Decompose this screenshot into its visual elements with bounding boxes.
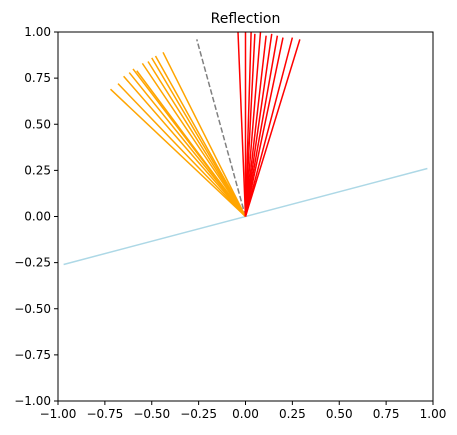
series-2-segment-9	[154, 55, 247, 217]
y-tick-label: −0.50	[14, 302, 51, 316]
y-tick-label: −0.75	[14, 348, 51, 362]
series-2-segment-0	[109, 88, 247, 218]
x-tick-label: 0.75	[373, 407, 400, 421]
y-tick-label: 0.50	[24, 117, 51, 131]
series-2-segment-1	[117, 83, 247, 218]
x-tick-label: 1.00	[420, 407, 447, 421]
x-tick-label: −0.75	[86, 407, 123, 421]
y-tick-label: 1.00	[24, 25, 51, 39]
plot-area	[63, 32, 428, 266]
series-1-segment-0	[196, 39, 247, 217]
x-tick-label: −0.25	[180, 407, 217, 421]
series-3-segment-9	[244, 37, 294, 217]
chart-title: Reflection	[211, 11, 281, 27]
series-2-segment-3	[128, 72, 247, 217]
x-tick-label: 0.50	[326, 407, 353, 421]
y-axis: −1.00 −0.75 −0.50 −0.25 0.00 0.25 0.50 0.75 1.00	[14, 25, 58, 408]
series-3-segment-0	[237, 32, 247, 217]
series-2-segment-10	[162, 51, 247, 217]
series-3-segment-4	[244, 32, 262, 217]
series-3-segment-3	[244, 33, 256, 217]
series-2-segment-6	[141, 62, 247, 217]
x-tick-label: −0.50	[133, 407, 170, 421]
x-tick-label: 0.00	[232, 407, 259, 421]
x-tick-label: −1.00	[40, 407, 77, 421]
series-2-segment-5	[136, 70, 247, 217]
y-tick-label: −0.25	[14, 256, 51, 270]
series-2-segment-2	[123, 75, 247, 217]
series-3-segment-5	[244, 35, 267, 217]
y-tick-label: −1.00	[14, 394, 51, 408]
series-2-segment-7	[147, 61, 247, 217]
x-tick-label: 0.25	[279, 407, 306, 421]
y-tick-label: 0.00	[24, 210, 51, 224]
y-tick-label: 0.75	[24, 71, 51, 85]
series-3-segment-10	[244, 39, 301, 217]
series-3-segment-8	[244, 37, 284, 217]
series-3-segment-7	[244, 35, 279, 217]
series-3-segment-6	[244, 33, 273, 217]
x-axis: −1.00 −0.75 −0.50 −0.25 0.00 0.25 0.50 0.75 1.00	[40, 401, 447, 421]
y-tick-label: 0.25	[24, 163, 51, 177]
